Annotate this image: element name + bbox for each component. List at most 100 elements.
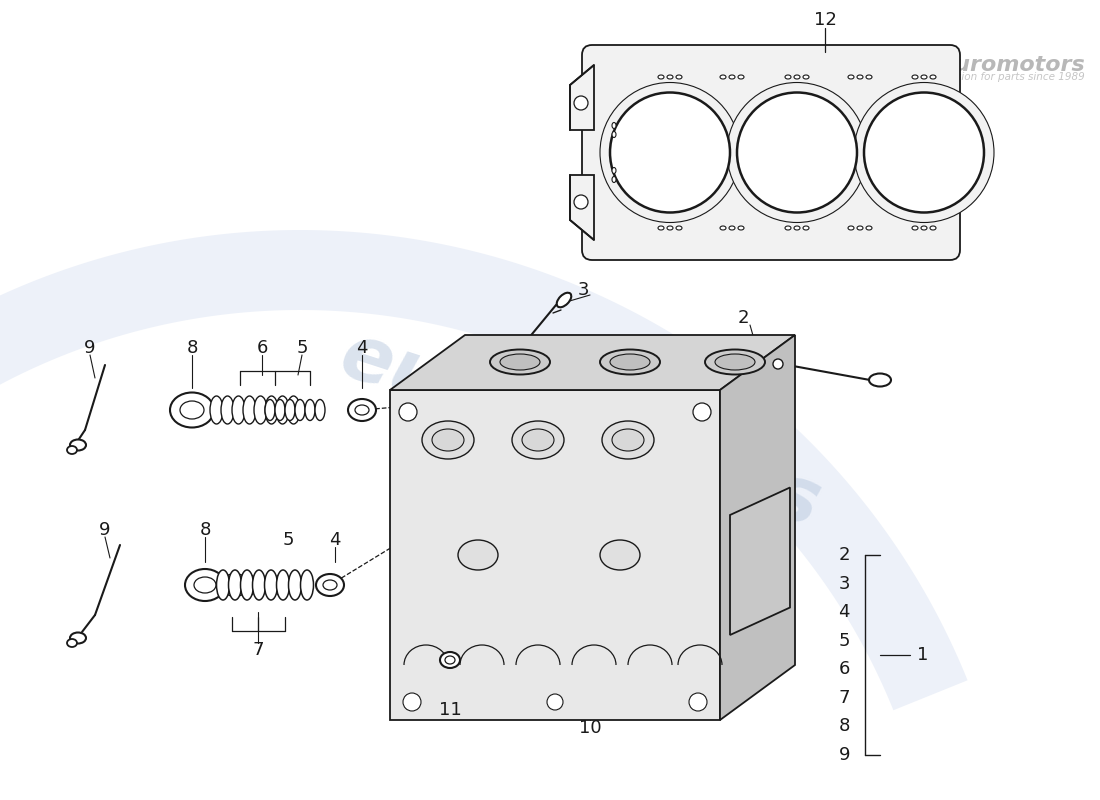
Text: 12: 12 <box>814 11 836 29</box>
Text: 4: 4 <box>356 339 367 357</box>
Text: euromotors: euromotors <box>939 55 1085 75</box>
Ellipse shape <box>676 226 682 230</box>
Ellipse shape <box>512 421 564 459</box>
Ellipse shape <box>217 570 230 600</box>
Ellipse shape <box>729 226 735 230</box>
Ellipse shape <box>305 399 315 421</box>
Ellipse shape <box>235 574 245 595</box>
Ellipse shape <box>458 540 498 570</box>
Text: 11: 11 <box>439 701 461 719</box>
Ellipse shape <box>658 226 664 230</box>
Text: 7: 7 <box>252 641 264 659</box>
Ellipse shape <box>720 75 726 79</box>
Ellipse shape <box>848 226 854 230</box>
Circle shape <box>689 693 707 711</box>
Ellipse shape <box>612 131 616 138</box>
FancyBboxPatch shape <box>582 45 960 260</box>
Text: 8: 8 <box>186 339 198 357</box>
Ellipse shape <box>785 226 791 230</box>
Ellipse shape <box>612 167 616 174</box>
Ellipse shape <box>243 396 256 424</box>
Ellipse shape <box>612 429 643 451</box>
Ellipse shape <box>490 350 550 374</box>
Ellipse shape <box>221 396 234 424</box>
Ellipse shape <box>265 396 278 424</box>
Ellipse shape <box>300 570 313 600</box>
Polygon shape <box>0 230 968 710</box>
Ellipse shape <box>275 574 285 595</box>
Text: 8: 8 <box>838 718 850 735</box>
Ellipse shape <box>848 75 854 79</box>
Ellipse shape <box>729 75 735 79</box>
Text: 9: 9 <box>99 521 111 539</box>
Text: 7: 7 <box>838 689 850 707</box>
Circle shape <box>399 403 417 421</box>
Circle shape <box>727 82 867 222</box>
Ellipse shape <box>658 75 664 79</box>
Ellipse shape <box>323 580 337 590</box>
Ellipse shape <box>738 75 744 79</box>
Ellipse shape <box>794 75 800 79</box>
Ellipse shape <box>241 570 253 600</box>
Polygon shape <box>570 65 594 130</box>
Ellipse shape <box>785 75 791 79</box>
Ellipse shape <box>432 429 464 451</box>
Ellipse shape <box>803 75 808 79</box>
Ellipse shape <box>500 354 540 370</box>
Ellipse shape <box>288 570 301 600</box>
Ellipse shape <box>715 354 755 370</box>
Ellipse shape <box>180 401 204 419</box>
Text: 3: 3 <box>578 281 588 299</box>
Text: 3: 3 <box>838 574 850 593</box>
Text: euromotors: euromotors <box>331 318 829 542</box>
Circle shape <box>547 694 563 710</box>
Ellipse shape <box>610 354 650 370</box>
Ellipse shape <box>285 399 295 421</box>
Text: 4: 4 <box>838 603 850 621</box>
Ellipse shape <box>866 226 872 230</box>
Text: 1: 1 <box>917 646 928 664</box>
Ellipse shape <box>602 421 654 459</box>
Text: 5: 5 <box>838 632 850 650</box>
Text: 6: 6 <box>838 660 850 678</box>
Ellipse shape <box>912 75 918 79</box>
Ellipse shape <box>276 570 289 600</box>
Circle shape <box>773 359 783 369</box>
Text: 2: 2 <box>737 309 749 327</box>
Text: 4: 4 <box>329 531 341 549</box>
Ellipse shape <box>315 399 324 421</box>
Ellipse shape <box>921 226 927 230</box>
Ellipse shape <box>70 439 86 450</box>
Ellipse shape <box>210 396 223 424</box>
Ellipse shape <box>912 226 918 230</box>
Circle shape <box>610 93 730 213</box>
Polygon shape <box>390 335 795 390</box>
Ellipse shape <box>316 574 344 596</box>
Ellipse shape <box>794 226 800 230</box>
Text: 9: 9 <box>85 339 96 357</box>
Text: 5: 5 <box>283 531 294 549</box>
Ellipse shape <box>229 570 242 600</box>
Text: 5: 5 <box>296 339 308 357</box>
Ellipse shape <box>857 75 864 79</box>
Ellipse shape <box>667 75 673 79</box>
Ellipse shape <box>612 177 616 182</box>
Ellipse shape <box>612 122 616 129</box>
Ellipse shape <box>921 75 927 79</box>
Circle shape <box>403 693 421 711</box>
Ellipse shape <box>67 639 77 647</box>
Ellipse shape <box>600 540 640 570</box>
Polygon shape <box>948 125 970 180</box>
Ellipse shape <box>67 446 77 454</box>
Ellipse shape <box>857 226 864 230</box>
Circle shape <box>864 93 984 213</box>
Ellipse shape <box>194 577 216 593</box>
Ellipse shape <box>930 75 936 79</box>
Polygon shape <box>390 390 720 720</box>
Circle shape <box>854 82 994 222</box>
Ellipse shape <box>522 429 554 451</box>
Ellipse shape <box>253 570 265 600</box>
Text: 6: 6 <box>256 339 267 357</box>
Ellipse shape <box>866 75 872 79</box>
Ellipse shape <box>803 226 808 230</box>
